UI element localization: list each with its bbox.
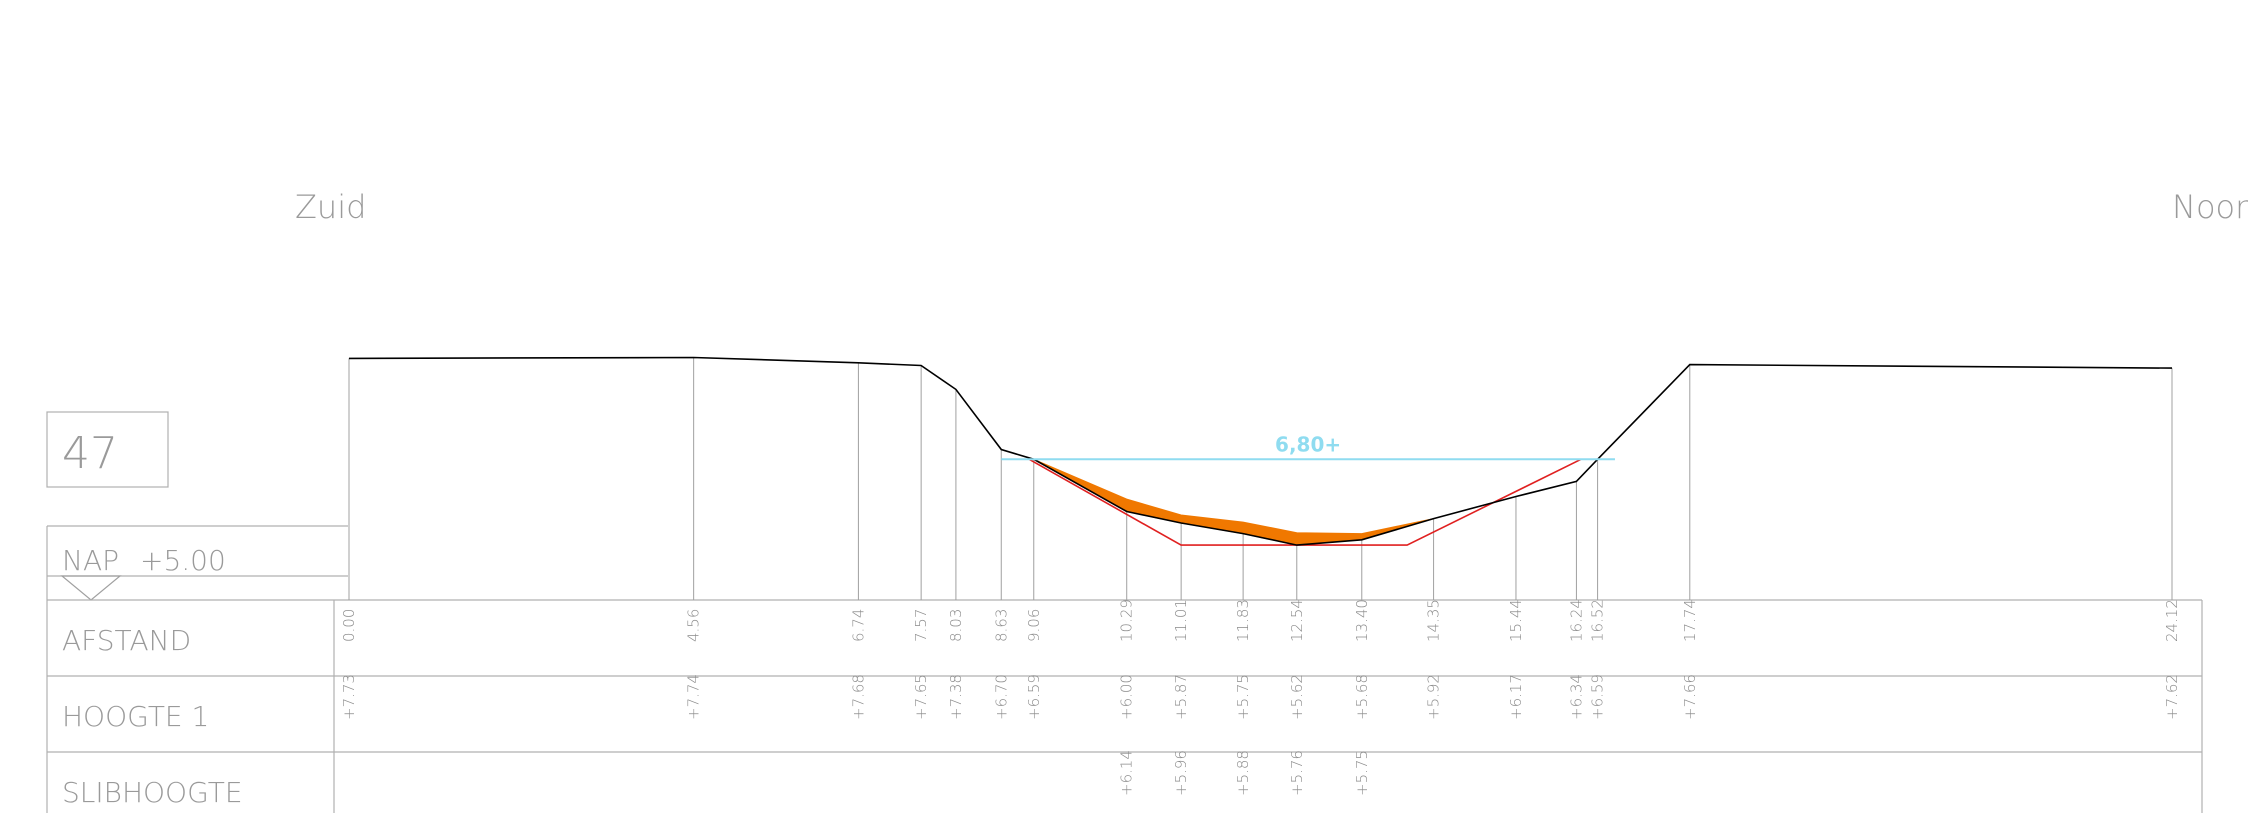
height-value-4: +7.38 xyxy=(947,674,965,720)
direction-right-label: Noord xyxy=(2172,188,2248,226)
sludge-values: +6.14 +5.96 +5.88 +5.76 +5.75 xyxy=(1118,750,1371,796)
sludge-value-10: +5.76 xyxy=(1288,750,1306,796)
distance-value-11: 13.40 xyxy=(1353,599,1371,642)
height-value-15: +6.59 xyxy=(1589,674,1607,720)
sludge-value-8: +5.96 xyxy=(1172,750,1190,796)
distance-value-17: 24.12 xyxy=(2163,599,2181,642)
distance-value-6: 9.06 xyxy=(1025,609,1043,642)
height-value-8: +5.87 xyxy=(1172,674,1190,720)
distance-value-5: 8.63 xyxy=(992,609,1010,642)
height-value-12: +5.92 xyxy=(1425,674,1443,720)
height-value-6: +6.59 xyxy=(1025,674,1043,720)
distance-value-1: 4.56 xyxy=(685,609,703,642)
height-value-9: +5.75 xyxy=(1234,674,1252,720)
sludge-value-9: +5.88 xyxy=(1234,750,1252,796)
height-values: +7.73 +7.74 +7.68 +7.65 +7.38 +6.70 +6.59 +6.00… xyxy=(340,674,2181,720)
station-lines xyxy=(348,357,2173,600)
reference-level-triangle xyxy=(60,575,122,601)
reference-level-label: NAP xyxy=(62,544,119,577)
measured-bed-line xyxy=(348,356,2173,546)
height-value-3: +7.65 xyxy=(912,674,930,720)
sludge-value-7: +6.14 xyxy=(1118,750,1136,796)
height-value-1: +7.74 xyxy=(685,674,703,720)
row-label-height: HOOGTE 1 xyxy=(62,700,209,733)
distance-value-14: 16.24 xyxy=(1567,599,1585,642)
profile-number: 47 xyxy=(62,428,118,479)
row-label-distance: AFSTAND xyxy=(62,624,191,657)
height-value-11: +5.68 xyxy=(1353,674,1371,720)
reference-level-value: +5.00 xyxy=(140,544,226,577)
distance-value-3: 7.57 xyxy=(912,609,930,642)
profile-number-box xyxy=(46,411,169,488)
water-width-label: 6,80+ xyxy=(1275,432,1341,456)
distance-value-12: 14.35 xyxy=(1425,599,1443,642)
height-value-16: +7.66 xyxy=(1681,674,1699,720)
height-value-2: +7.68 xyxy=(849,674,867,720)
direction-left-label: Zuid xyxy=(295,188,366,226)
distance-value-9: 11.83 xyxy=(1234,599,1252,642)
distance-value-15: 16.52 xyxy=(1589,599,1607,642)
sludge-value-11: +5.75 xyxy=(1353,750,1371,796)
distance-value-4: 8.03 xyxy=(947,609,965,642)
distance-value-2: 6.74 xyxy=(849,609,867,642)
height-value-10: +5.62 xyxy=(1288,674,1306,720)
distance-value-10: 12.54 xyxy=(1288,599,1306,642)
distance-values: 0.00 4.56 6.74 7.57 8.03 8.63 9.06 10.29 11.01 11… xyxy=(340,599,2181,642)
distance-value-13: 15.44 xyxy=(1507,599,1525,642)
distance-value-16: 17.74 xyxy=(1681,599,1699,642)
height-value-17: +7.62 xyxy=(2163,674,2181,720)
data-table xyxy=(46,599,2203,813)
height-value-5: +6.70 xyxy=(992,674,1010,720)
distance-value-8: 11.01 xyxy=(1172,599,1190,642)
height-value-14: +6.34 xyxy=(1567,674,1585,720)
distance-value-7: 10.29 xyxy=(1118,599,1136,642)
height-value-13: +6.17 xyxy=(1507,674,1525,720)
height-value-7: +6.00 xyxy=(1118,674,1136,720)
row-label-sludge: SLIBHOOGTE xyxy=(62,776,243,809)
height-value-0: +7.73 xyxy=(340,674,358,720)
distance-value-0: 0.00 xyxy=(340,609,358,642)
